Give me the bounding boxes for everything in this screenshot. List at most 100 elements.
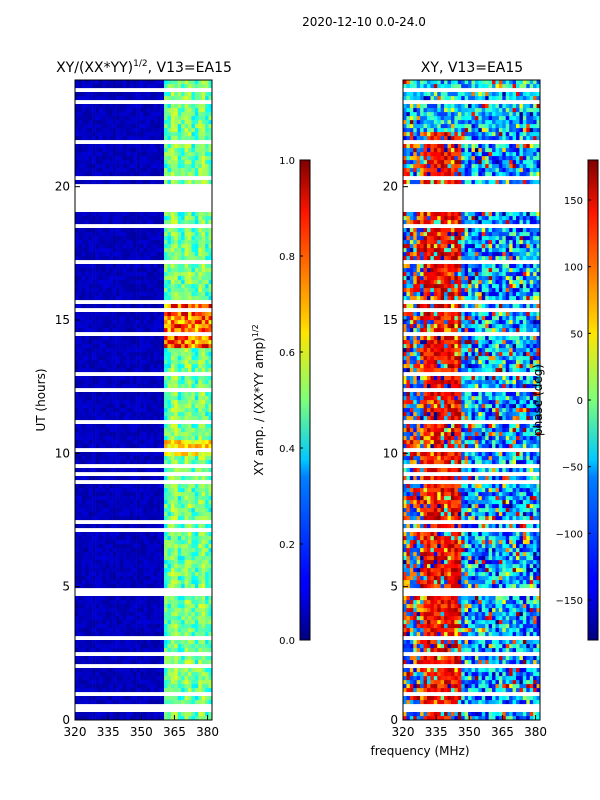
- heat-cell: [88, 256, 93, 261]
- heat-cell: [102, 280, 107, 285]
- heat-cell: [129, 344, 134, 349]
- heat-cell: [85, 576, 89, 581]
- heat-cell: [160, 568, 165, 573]
- heat-cell: [116, 292, 120, 297]
- heat-cell: [119, 468, 124, 473]
- heat-cell: [88, 552, 93, 557]
- heat-cell: [177, 356, 182, 361]
- heat-cell: [129, 468, 134, 473]
- heat-cell: [109, 488, 113, 493]
- heat-cell: [81, 112, 86, 117]
- heat-cell: [105, 316, 110, 321]
- heat-cell: [129, 180, 134, 185]
- heat-cell: [129, 212, 134, 217]
- heat-cell: [85, 272, 89, 277]
- heat-cell: [160, 444, 165, 449]
- heat-cell: [146, 500, 151, 505]
- heat-cell: [167, 348, 172, 353]
- heat-cell: [146, 120, 151, 125]
- heat-cell: [174, 532, 179, 537]
- heat-cell: [181, 116, 185, 121]
- heat-cell: [164, 432, 168, 437]
- heat-cell: [201, 584, 206, 589]
- heat-cell: [153, 700, 158, 705]
- heat-cell: [116, 572, 120, 577]
- heat-cell: [136, 228, 141, 233]
- heat-cell: [122, 572, 127, 577]
- heat-cell: [150, 316, 155, 321]
- heat-cell: [174, 312, 179, 317]
- heat-cell: [177, 540, 182, 545]
- heat-cell: [143, 548, 148, 553]
- heat-cell: [136, 172, 141, 177]
- heat-cell: [177, 400, 182, 405]
- heat-cell: [92, 272, 96, 277]
- heat-cell: [191, 236, 196, 241]
- heat-cell: [88, 252, 93, 257]
- heat-cell: [119, 512, 124, 517]
- heat-cell: [92, 396, 96, 401]
- heat-cell: [75, 460, 79, 465]
- heat-cell: [102, 492, 107, 497]
- heat-cell: [85, 640, 89, 645]
- heat-cell: [164, 616, 168, 621]
- heat-cell: [116, 220, 120, 225]
- heat-cell: [122, 256, 127, 261]
- heat-cell: [75, 364, 79, 369]
- heat-cell: [78, 668, 83, 673]
- heat-cell: [198, 268, 203, 273]
- heat-cell: [157, 572, 161, 577]
- heat-cell: [170, 296, 175, 301]
- heat-cell: [119, 712, 124, 717]
- heat-cell: [98, 512, 103, 517]
- heat-cell: [129, 152, 134, 157]
- heat-cell: [208, 408, 213, 413]
- heat-cell: [181, 348, 185, 353]
- heat-cell: [191, 384, 196, 389]
- heat-cell: [188, 440, 192, 445]
- heat-cell: [205, 492, 209, 497]
- heat-cell: [184, 600, 189, 605]
- heat-cell: [95, 336, 100, 341]
- heat-cell: [194, 436, 199, 441]
- heat-cell: [129, 516, 134, 521]
- heat-cell: [140, 620, 144, 625]
- heat-cell: [102, 496, 107, 501]
- heat-cell: [184, 220, 189, 225]
- heat-cell: [184, 156, 189, 161]
- heat-cell: [140, 268, 144, 273]
- heat-cell: [116, 344, 120, 349]
- heat-cell: [102, 312, 107, 317]
- heat-cell: [170, 424, 175, 429]
- heat-cell: [198, 244, 203, 249]
- heat-cell: [191, 584, 196, 589]
- heat-cell: [92, 292, 96, 297]
- heat-cell: [78, 476, 83, 481]
- heat-cell: [167, 496, 172, 501]
- heat-cell: [81, 284, 86, 289]
- heat-cell: [181, 500, 185, 505]
- heat-cell: [194, 148, 199, 153]
- heat-cell: [136, 544, 141, 549]
- heat-cell: [153, 152, 158, 157]
- heat-cell: [88, 460, 93, 465]
- heat-cell: [78, 316, 83, 321]
- heat-cell: [198, 696, 203, 701]
- heat-cell: [136, 620, 141, 625]
- heat-cell: [164, 536, 168, 541]
- heat-cell: [129, 112, 134, 117]
- heat-cell: [167, 216, 172, 221]
- heat-cell: [85, 540, 89, 545]
- heat-cell: [85, 612, 89, 617]
- heat-cell: [146, 132, 151, 137]
- heat-cell: [88, 684, 93, 689]
- heat-cell: [126, 424, 131, 429]
- heat-cell: [126, 240, 131, 245]
- heat-cell: [85, 496, 89, 501]
- heat-cell: [119, 552, 124, 557]
- heat-cell: [98, 460, 103, 465]
- heat-cell: [201, 660, 206, 665]
- heat-cell: [78, 156, 83, 161]
- heat-cell: [174, 364, 179, 369]
- heat-cell: [157, 216, 161, 221]
